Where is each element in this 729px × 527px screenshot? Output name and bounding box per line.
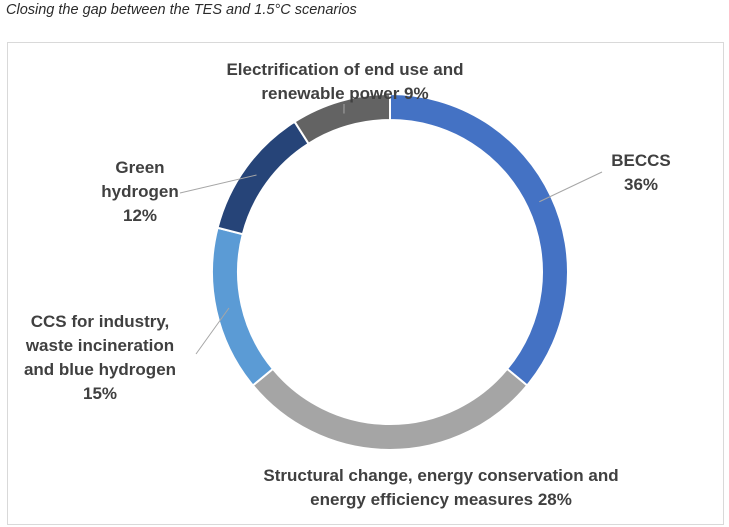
label-ccs-line2: waste incineration: [25, 336, 175, 355]
label-ccs: CCS for industry, waste incineration and…: [8, 310, 192, 406]
leader-beccs: [539, 171, 603, 203]
label-green-hydrogen: Green hydrogen 12%: [85, 156, 195, 228]
label-ccs-line3: and blue hydrogen: [23, 360, 177, 379]
slice-green-hydrogen: [216, 120, 310, 236]
label-beccs-value: 36%: [623, 175, 659, 194]
label-beccs: BECCS 36%: [596, 149, 686, 197]
slice-beccs: [389, 92, 569, 387]
label-ccs-value: 15%: [82, 384, 118, 403]
chart-caption: Closing the gap between the TES and 1.5°…: [6, 2, 357, 18]
label-green-value: 12%: [122, 206, 158, 225]
label-structural: Structural change, energy conservation a…: [236, 464, 646, 512]
label-green-line1: Green: [115, 158, 165, 177]
label-electrification: Electrification of end use and renewable…: [180, 58, 510, 106]
label-electrification-line1: Electrification of end use and: [226, 60, 464, 79]
label-structural-line1: Structural change, energy conservation a…: [263, 466, 619, 485]
label-ccs-line1: CCS for industry,: [30, 312, 170, 331]
label-electrification-line2: renewable power 9%: [261, 84, 429, 103]
slice-electrification: [293, 92, 391, 146]
leader-green-hydrogen: [179, 174, 257, 194]
slice-structural-change: [251, 367, 529, 451]
label-structural-line2: energy efficiency measures 28%: [310, 490, 572, 509]
slice-ccs: [211, 226, 275, 387]
label-green-line2: hydrogen: [101, 182, 179, 201]
leader-ccs: [195, 307, 230, 355]
label-beccs-name: BECCS: [611, 151, 671, 170]
